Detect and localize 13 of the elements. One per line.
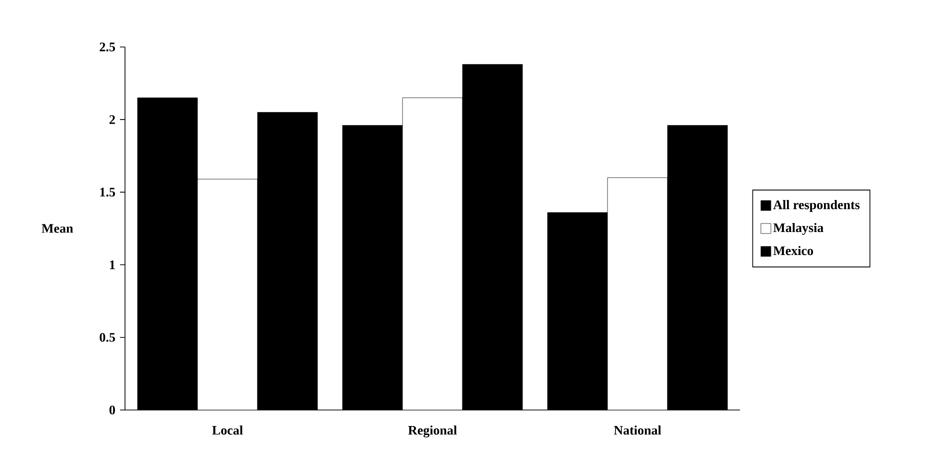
legend-label: All respondents <box>773 200 860 212</box>
y-tick-label: 0 <box>109 406 115 414</box>
y-tick-label: 0.5 <box>100 332 116 342</box>
legend-label: Malaysia <box>773 223 824 235</box>
x-tick-label: National <box>614 426 662 435</box>
y-axis-title: Mean <box>42 224 74 233</box>
legend-label: Mexico <box>773 246 814 256</box>
y-tick-label: 2 <box>110 115 115 124</box>
x-tick-label: Local <box>212 426 243 435</box>
y-tick-label: 1.5 <box>100 188 116 197</box>
y-tick-label: 2.5 <box>100 42 116 52</box>
y-tick-label: 1 <box>110 260 115 270</box>
x-tick-label: Regional <box>408 426 457 438</box>
